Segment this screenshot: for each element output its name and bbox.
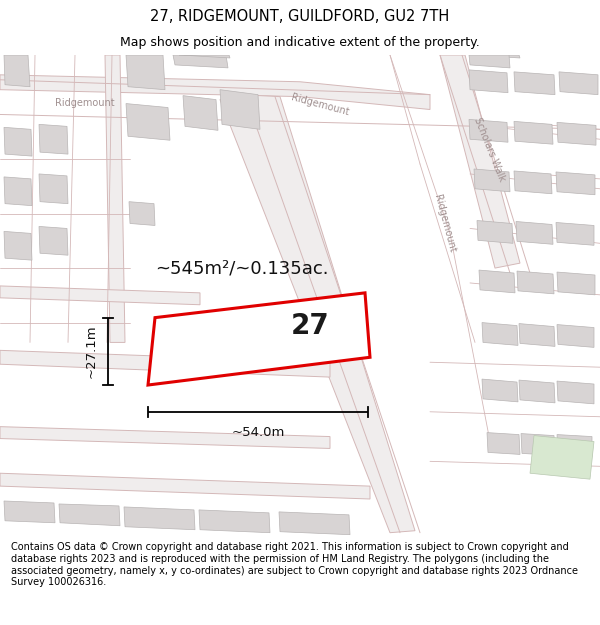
- Polygon shape: [477, 221, 513, 243]
- Polygon shape: [519, 380, 555, 403]
- Polygon shape: [126, 104, 170, 140]
- Polygon shape: [126, 55, 165, 89]
- Polygon shape: [514, 72, 555, 94]
- Text: Ridgemount: Ridgemount: [55, 98, 115, 107]
- Polygon shape: [220, 94, 415, 532]
- Polygon shape: [129, 202, 155, 226]
- Polygon shape: [4, 55, 30, 87]
- Polygon shape: [514, 171, 552, 194]
- Polygon shape: [440, 55, 520, 268]
- Polygon shape: [4, 231, 32, 260]
- Text: Contains OS data © Crown copyright and database right 2021. This information is : Contains OS data © Crown copyright and d…: [11, 542, 578, 587]
- Polygon shape: [557, 434, 592, 456]
- Polygon shape: [173, 55, 228, 68]
- Text: 27, RIDGEMOUNT, GUILDFORD, GU2 7TH: 27, RIDGEMOUNT, GUILDFORD, GU2 7TH: [151, 9, 449, 24]
- Text: 27: 27: [290, 311, 329, 339]
- Polygon shape: [279, 512, 350, 534]
- Polygon shape: [199, 510, 270, 532]
- Polygon shape: [183, 96, 218, 131]
- Polygon shape: [474, 169, 510, 192]
- Polygon shape: [4, 177, 32, 206]
- Polygon shape: [514, 121, 553, 144]
- Polygon shape: [0, 351, 330, 377]
- Polygon shape: [517, 271, 554, 294]
- Text: Map shows position and indicative extent of the property.: Map shows position and indicative extent…: [120, 36, 480, 49]
- Polygon shape: [557, 122, 596, 145]
- Polygon shape: [521, 434, 555, 456]
- Polygon shape: [556, 222, 594, 245]
- Polygon shape: [148, 293, 370, 385]
- Polygon shape: [487, 432, 520, 454]
- Polygon shape: [482, 379, 518, 402]
- Text: Ridgemount: Ridgemount: [433, 193, 458, 254]
- Text: Ridgemount: Ridgemount: [290, 92, 350, 117]
- Polygon shape: [469, 119, 508, 142]
- Polygon shape: [4, 501, 55, 522]
- Polygon shape: [105, 55, 125, 343]
- Polygon shape: [59, 504, 120, 526]
- Text: ~27.1m: ~27.1m: [85, 324, 98, 378]
- Polygon shape: [39, 174, 68, 204]
- Text: Scholars Walk: Scholars Walk: [473, 116, 508, 182]
- Polygon shape: [556, 172, 595, 195]
- Polygon shape: [469, 70, 508, 92]
- Polygon shape: [0, 286, 200, 305]
- Polygon shape: [557, 381, 594, 404]
- Text: ~54.0m: ~54.0m: [232, 426, 284, 439]
- Polygon shape: [220, 89, 260, 129]
- Polygon shape: [469, 55, 520, 58]
- Polygon shape: [39, 226, 68, 255]
- Polygon shape: [557, 272, 595, 295]
- Polygon shape: [0, 427, 330, 449]
- Polygon shape: [479, 270, 515, 293]
- Polygon shape: [124, 507, 195, 530]
- Polygon shape: [559, 72, 598, 94]
- Polygon shape: [179, 55, 230, 58]
- Polygon shape: [0, 473, 370, 499]
- Polygon shape: [0, 75, 430, 109]
- Polygon shape: [39, 124, 68, 154]
- Polygon shape: [557, 324, 594, 348]
- Polygon shape: [469, 55, 510, 68]
- Polygon shape: [519, 324, 555, 346]
- Polygon shape: [516, 221, 553, 244]
- Polygon shape: [482, 322, 518, 346]
- Polygon shape: [530, 436, 594, 479]
- Text: ~545m²/~0.135ac.: ~545m²/~0.135ac.: [155, 259, 329, 277]
- Polygon shape: [4, 127, 32, 156]
